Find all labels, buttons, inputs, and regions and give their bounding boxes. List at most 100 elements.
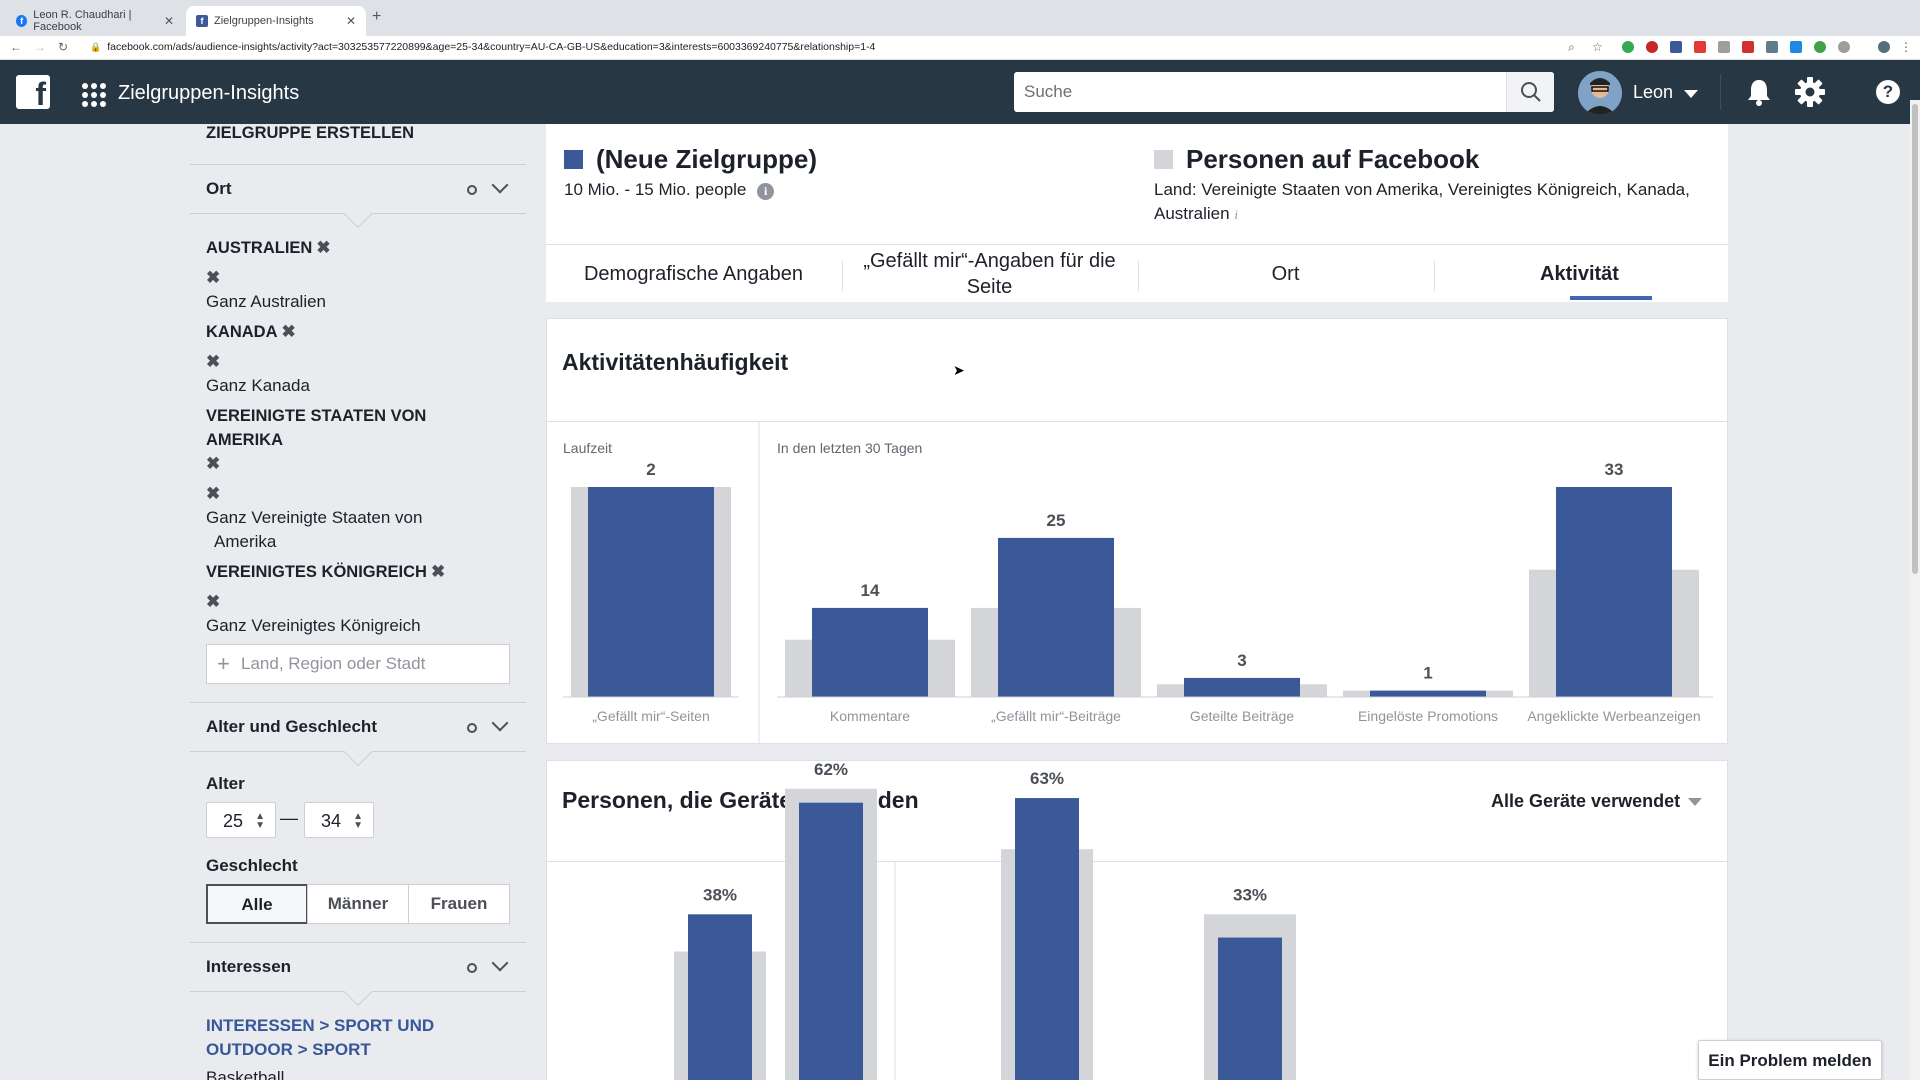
tab-activity[interactable]: Aktivität (1540, 263, 1619, 285)
category-label: „Gefällt mir“-Beiträge (991, 708, 1121, 724)
chevron-down-icon[interactable] (491, 714, 509, 732)
bar (1218, 937, 1282, 1080)
tab-divider (842, 261, 843, 291)
audience-comparison-header: (Neue Zielgruppe) 10 Mio. - 15 Mio. peop… (546, 124, 1728, 244)
remove-icon[interactable]: ✖ (206, 592, 221, 611)
extension-icon[interactable] (1790, 41, 1802, 53)
facebook-logo-icon[interactable]: f (16, 75, 50, 109)
user-name[interactable]: Leon (1633, 82, 1674, 102)
chart-group-label: In den letzten 30 Tagen (777, 440, 922, 456)
extension-icon[interactable] (1838, 41, 1850, 53)
extension-icon[interactable] (1814, 41, 1826, 53)
bar (588, 487, 714, 697)
header-divider (1720, 74, 1721, 110)
remove-icon[interactable]: ✖ (430, 562, 446, 581)
gear-icon[interactable] (1794, 76, 1826, 113)
new-tab-icon[interactable]: + (372, 8, 382, 25)
audience-description: Land: Vereinigte Staaten von Amerika, Ve… (1154, 180, 1690, 199)
bell-icon[interactable] (1744, 77, 1774, 112)
facebook-favicon-icon: f (16, 15, 28, 27)
activity-bar-chart: Laufzeit In den letzten 30 Tagen 2 „Gefällt… (563, 421, 1713, 745)
tab-demographics[interactable]: Demografische Angaben (583, 263, 804, 285)
audience-title: (Neue Zielgruppe) (596, 144, 818, 174)
category-label: Kommentare (830, 708, 910, 724)
device-filter-dropdown[interactable]: Alle Geräte verwendet (1491, 791, 1703, 812)
tab-page-likes[interactable]: „Gefällt mir“-Angaben für die Seite (863, 250, 1116, 298)
tab-location[interactable]: Ort (1271, 263, 1300, 285)
device-filter-value: Alle Geräte verwendet (1491, 791, 1681, 811)
close-tab-icon[interactable]: ✕ (345, 14, 356, 28)
extension-icon[interactable] (1694, 41, 1706, 53)
country-scope: Ganz Kanada (206, 376, 310, 395)
forward-icon[interactable]: → (34, 40, 46, 54)
profile-icon[interactable] (1878, 41, 1890, 53)
extension-icon[interactable] (1742, 41, 1754, 53)
chevron-down-icon[interactable] (491, 176, 509, 194)
chevron-down-icon[interactable] (1684, 90, 1698, 98)
tab-divider (1434, 261, 1435, 291)
extension-icon[interactable] (1766, 41, 1778, 53)
audience-size: 10 Mio. - 15 Mio. people i (564, 178, 775, 202)
close-tab-icon[interactable]: ✕ (163, 14, 174, 28)
info-dot-icon[interactable] (467, 963, 477, 973)
remove-icon[interactable]: ✖ (316, 238, 331, 257)
reload-icon[interactable]: ↻ (58, 40, 69, 54)
activity-frequency-card: Aktivitätenhäufigkeit Laufzeit In den let… (546, 318, 1728, 745)
bar (688, 914, 752, 1080)
search-button[interactable] (1506, 72, 1554, 112)
active-tab-indicator (1570, 296, 1652, 300)
gender-women-button[interactable]: Frauen (408, 884, 510, 924)
age-max-value: 34 (321, 811, 342, 831)
gender-men-button[interactable]: Männer (307, 884, 409, 924)
bar (1370, 690, 1486, 697)
extension-icon[interactable] (1670, 41, 1682, 53)
card-title: Aktivitätenhäufigkeit (562, 349, 789, 375)
age-range-dash: — (280, 808, 298, 828)
avatar[interactable] (1578, 71, 1622, 115)
back-icon[interactable]: ← (10, 40, 22, 54)
bookmark-star-icon[interactable]: ☆ (1592, 40, 1603, 54)
browser-menu-icon[interactable]: ⋮ (1900, 40, 1912, 54)
extension-icon[interactable] (1622, 41, 1634, 53)
country-name: VEREINIGTES KÖNIGREICH ✖ (206, 562, 446, 581)
remove-icon[interactable]: ✖ (206, 484, 221, 503)
scrollbar-thumb[interactable] (1912, 104, 1918, 574)
country-name: VEREINIGTE STAATEN VON (206, 407, 427, 425)
extension-icon[interactable] (1718, 41, 1730, 53)
apps-grid-icon[interactable] (82, 83, 106, 107)
search-input[interactable] (1024, 78, 1504, 106)
category-label: Angeklickte Werbeanzeigen (1527, 708, 1700, 724)
chevron-down-icon[interactable] (491, 954, 509, 972)
info-dot-icon[interactable] (467, 723, 477, 733)
info-icon[interactable]: i (1234, 207, 1238, 222)
bar-value-label: 3 (1237, 651, 1246, 670)
devices-bar-chart: 38% 62% 63% 33% (674, 761, 1296, 1080)
remove-icon[interactable]: ✖ (206, 268, 221, 287)
bar (812, 607, 928, 697)
tab-divider (1138, 261, 1139, 291)
country-name: AUSTRALIEN ✖ (206, 238, 331, 257)
location-input[interactable] (241, 654, 501, 674)
legend-swatch (564, 150, 583, 169)
remove-icon[interactable]: ✖ (281, 322, 296, 341)
browser-tab-facebook[interactable]: f Leon R. Chaudhari | Facebook ✕ (6, 6, 184, 36)
age-min-select[interactable]: 25 ▲ ▼ (206, 802, 276, 838)
user-photo-icon (1578, 71, 1622, 115)
zoom-icon[interactable]: ⌕ (1568, 40, 1575, 54)
browser-tab-insights[interactable]: f Zielgruppen-Insights ✕ (186, 6, 366, 36)
age-max-select[interactable]: 34 ▲ ▼ (304, 802, 374, 838)
gender-all-button[interactable]: Alle (206, 884, 308, 924)
remove-icon[interactable]: ✖ (206, 454, 221, 473)
caret-down-icon (1688, 798, 1703, 807)
scrollbar-track[interactable] (1910, 100, 1920, 1080)
remove-icon[interactable]: ✖ (206, 352, 221, 371)
interest-item: Basketball (206, 1068, 285, 1080)
info-dot-icon[interactable] (467, 185, 477, 195)
help-icon[interactable]: ? (1876, 80, 1900, 104)
extension-icon[interactable] (1646, 41, 1658, 53)
country-name: KANADA ✖ (206, 322, 296, 341)
info-icon[interactable]: i (757, 183, 775, 200)
interest-breadcrumb[interactable]: INTERESSEN > SPORT UND OUTDOOR > SPORT (206, 1016, 435, 1059)
report-problem-button[interactable]: Ein Problem melden (1698, 1040, 1882, 1080)
url-field[interactable]: 🔒 facebook.com/ads/audience-insights/acti… (90, 41, 875, 53)
